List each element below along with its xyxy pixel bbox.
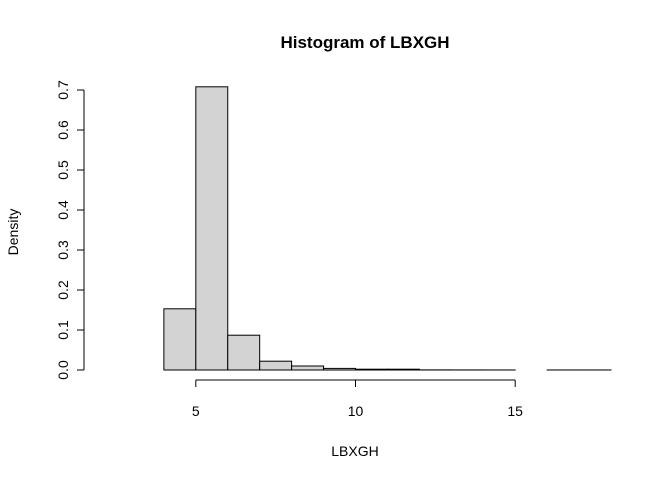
histogram-bar-6 [355, 368, 388, 371]
histogram-bar-0 [163, 308, 197, 371]
y-tick-label-0: 0.0 [55, 360, 71, 380]
chart-title: Histogram of LBXGH [280, 33, 449, 52]
x-axis-label: LBXGH [331, 443, 378, 459]
histogram-bar-5 [323, 367, 356, 371]
histogram-bar-7 [386, 368, 420, 371]
histogram-bar-3 [259, 360, 293, 371]
y-tick-label-3: 0.3 [55, 240, 71, 260]
y-axis: 0.0 0.1 0.2 0.3 0.4 0.5 0.6 0.7 [55, 80, 85, 380]
y-tick-label-4: 0.4 [55, 200, 71, 220]
y-tick-label-2: 0.2 [55, 280, 71, 300]
y-tick-label-7: 0.7 [55, 80, 71, 100]
y-axis-label: Density [5, 209, 21, 256]
x-tick-label-2: 15 [507, 403, 523, 419]
y-tick-label-1: 0.1 [55, 320, 71, 340]
y-tick-label-5: 0.5 [55, 160, 71, 180]
x-tick-label-1: 10 [348, 403, 364, 419]
histogram-bars [163, 86, 612, 371]
y-tick-label-6: 0.6 [55, 120, 71, 140]
x-axis: 5 10 15 [192, 379, 523, 419]
histogram-bar-1 [195, 86, 229, 371]
x-tick-label-0: 5 [192, 403, 200, 419]
histogram-bar-2 [227, 334, 261, 371]
histogram-bar-4 [291, 365, 325, 371]
